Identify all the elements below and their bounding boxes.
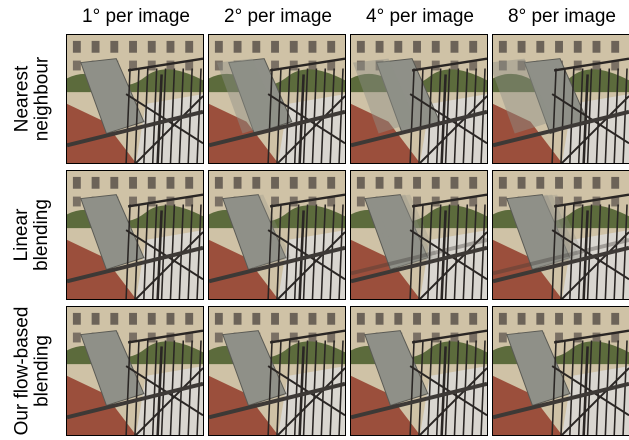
result-image-linear-4 xyxy=(492,170,629,300)
column-header-1deg: 1° per image xyxy=(82,6,190,27)
column-header-2deg: 2° per image xyxy=(224,6,332,27)
result-image-linear-2 xyxy=(208,170,346,300)
row-label-line: blending xyxy=(31,335,52,407)
photo-thumbnail xyxy=(209,35,345,163)
photo-thumbnail xyxy=(351,171,487,299)
photo-thumbnail xyxy=(351,307,487,435)
photo-thumbnail xyxy=(209,171,345,299)
result-image-nearest-1 xyxy=(66,34,204,164)
row-label-linear-blending: Linear blending xyxy=(0,170,64,300)
result-image-linear-3 xyxy=(350,170,488,300)
row-label-nearest-neighbour: Nearest neighbour xyxy=(0,34,64,164)
photo-thumbnail xyxy=(67,35,203,163)
result-image-flow-4 xyxy=(492,306,629,436)
photo-thumbnail xyxy=(493,35,629,163)
result-image-nearest-2 xyxy=(208,34,346,164)
result-image-flow-2 xyxy=(208,306,346,436)
result-image-nearest-4 xyxy=(492,34,629,164)
row-label-line: Our flow-based xyxy=(11,306,32,436)
result-image-flow-1 xyxy=(66,306,204,436)
photo-thumbnail xyxy=(67,171,203,299)
row-label-line: Nearest xyxy=(11,65,32,133)
photo-thumbnail xyxy=(351,35,487,163)
row-label-line: Linear xyxy=(11,208,32,262)
photo-thumbnail xyxy=(209,307,345,435)
photo-thumbnail xyxy=(67,307,203,435)
column-header-4deg: 4° per image xyxy=(366,6,474,27)
result-image-linear-1 xyxy=(66,170,204,300)
column-header-8deg: 8° per image xyxy=(508,6,616,27)
photo-thumbnail xyxy=(493,171,629,299)
photo-thumbnail xyxy=(493,307,629,435)
row-label-line: blending xyxy=(31,199,52,271)
result-image-flow-3 xyxy=(350,306,488,436)
row-label-flow-based-blending: Our flow-based blending xyxy=(0,306,64,436)
result-image-nearest-3 xyxy=(350,34,488,164)
row-label-line: neighbour xyxy=(31,56,52,142)
